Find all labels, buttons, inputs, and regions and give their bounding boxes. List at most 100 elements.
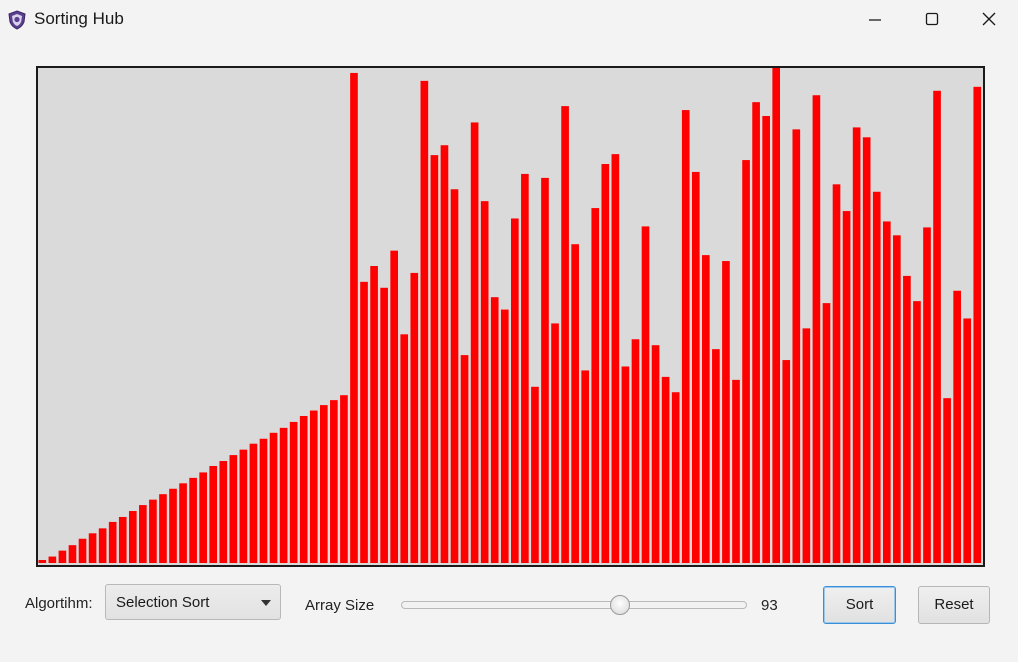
- array-bar: [601, 164, 610, 563]
- array-bar: [319, 405, 328, 564]
- array-bar: [179, 483, 187, 564]
- array-size-slider-thumb[interactable]: [609, 595, 630, 615]
- array-bar: [139, 505, 147, 563]
- array-bar: [571, 244, 579, 563]
- array-bar: [832, 184, 841, 563]
- array-bar: [762, 116, 770, 563]
- array-size-value: 93: [761, 597, 778, 614]
- array-bar: [651, 345, 660, 563]
- array-bar: [772, 68, 781, 563]
- close-button[interactable]: [960, 0, 1018, 38]
- array-bar: [621, 366, 630, 564]
- maximize-button[interactable]: [903, 0, 961, 38]
- array-bar: [229, 455, 238, 563]
- array-bar: [742, 160, 750, 563]
- array-bar: [360, 281, 368, 563]
- maximize-icon: [925, 12, 939, 26]
- sort-button[interactable]: Sort: [823, 586, 896, 624]
- array-bar: [128, 511, 137, 563]
- array-bar: [732, 379, 740, 563]
- array-bar: [219, 461, 228, 563]
- array-bar: [78, 538, 87, 564]
- algorithm-selected-value: Selection Sort: [116, 594, 210, 611]
- array-bar: [490, 297, 499, 563]
- array-bar: [671, 392, 680, 563]
- array-bar: [430, 155, 439, 563]
- array-size-slider-track[interactable]: [401, 601, 747, 609]
- array-bar: [330, 400, 338, 563]
- array-bar: [691, 171, 700, 563]
- array-bar: [933, 90, 941, 563]
- array-bar: [249, 443, 258, 563]
- minimize-button[interactable]: [846, 0, 904, 38]
- array-bar: [48, 556, 57, 563]
- array-bar: [661, 376, 670, 563]
- array-bar: [511, 218, 519, 564]
- algorithm-label: Algortihm:: [25, 595, 93, 612]
- array-bar: [309, 410, 318, 563]
- minimize-icon: [869, 19, 881, 21]
- array-bar: [581, 370, 590, 563]
- array-bar: [591, 208, 600, 563]
- array-bar: [259, 438, 268, 563]
- window-title: Sorting Hub: [34, 9, 124, 28]
- array-bar: [98, 528, 107, 563]
- sort-visualizer-canvas: [36, 66, 985, 567]
- array-bar: [88, 533, 97, 563]
- array-bar: [923, 227, 931, 563]
- array-bar: [450, 189, 459, 563]
- array-bar: [611, 154, 620, 563]
- array-bar: [400, 334, 409, 563]
- array-bar: [913, 301, 921, 563]
- array-bar: [410, 272, 419, 563]
- array-bar: [812, 95, 821, 564]
- chevron-down-icon: [261, 600, 271, 606]
- array-bar: [440, 145, 449, 563]
- array-bar: [792, 129, 801, 563]
- array-bar: [239, 449, 248, 563]
- array-bar: [199, 472, 207, 563]
- array-bar: [882, 221, 891, 563]
- array-bar: [159, 494, 167, 563]
- array-bar: [702, 255, 710, 564]
- array-bar: [500, 309, 509, 563]
- array-bar: [390, 250, 399, 563]
- array-bar: [169, 488, 177, 563]
- algorithm-dropdown[interactable]: Selection Sort: [105, 584, 281, 620]
- array-bar: [289, 421, 298, 563]
- array-bar: [118, 516, 127, 563]
- array-bar: [380, 287, 388, 563]
- array-size-label: Array Size: [305, 597, 375, 614]
- array-bar: [350, 72, 358, 563]
- array-bar: [953, 290, 961, 563]
- array-bar: [943, 398, 951, 563]
- array-bar: [189, 477, 197, 563]
- array-bar: [299, 415, 308, 563]
- array-bar: [862, 137, 871, 564]
- array-bar: [58, 550, 67, 564]
- array-bar: [68, 545, 77, 563]
- array-bar: [641, 226, 650, 563]
- array-bar: [681, 110, 690, 563]
- array-bar: [722, 261, 730, 563]
- shield-crest-icon: [7, 10, 27, 30]
- title-bar: Sorting Hub: [0, 0, 1018, 40]
- array-bar: [973, 86, 982, 563]
- array-bar: [541, 177, 549, 563]
- array-bar: [279, 427, 288, 564]
- array-bar: [903, 275, 911, 563]
- array-bar: [872, 191, 881, 563]
- array-bar: [551, 323, 559, 563]
- array-bar: [631, 339, 640, 563]
- array-bar: [460, 355, 469, 563]
- array-bar: [108, 521, 117, 564]
- array-bar: [209, 465, 218, 563]
- array-bar: [561, 106, 569, 563]
- reset-button[interactable]: Reset: [918, 586, 990, 624]
- array-bar: [269, 432, 278, 563]
- array-bar: [38, 560, 47, 563]
- array-bar: [340, 395, 348, 563]
- array-bar: [420, 80, 429, 564]
- array-bar: [370, 266, 378, 563]
